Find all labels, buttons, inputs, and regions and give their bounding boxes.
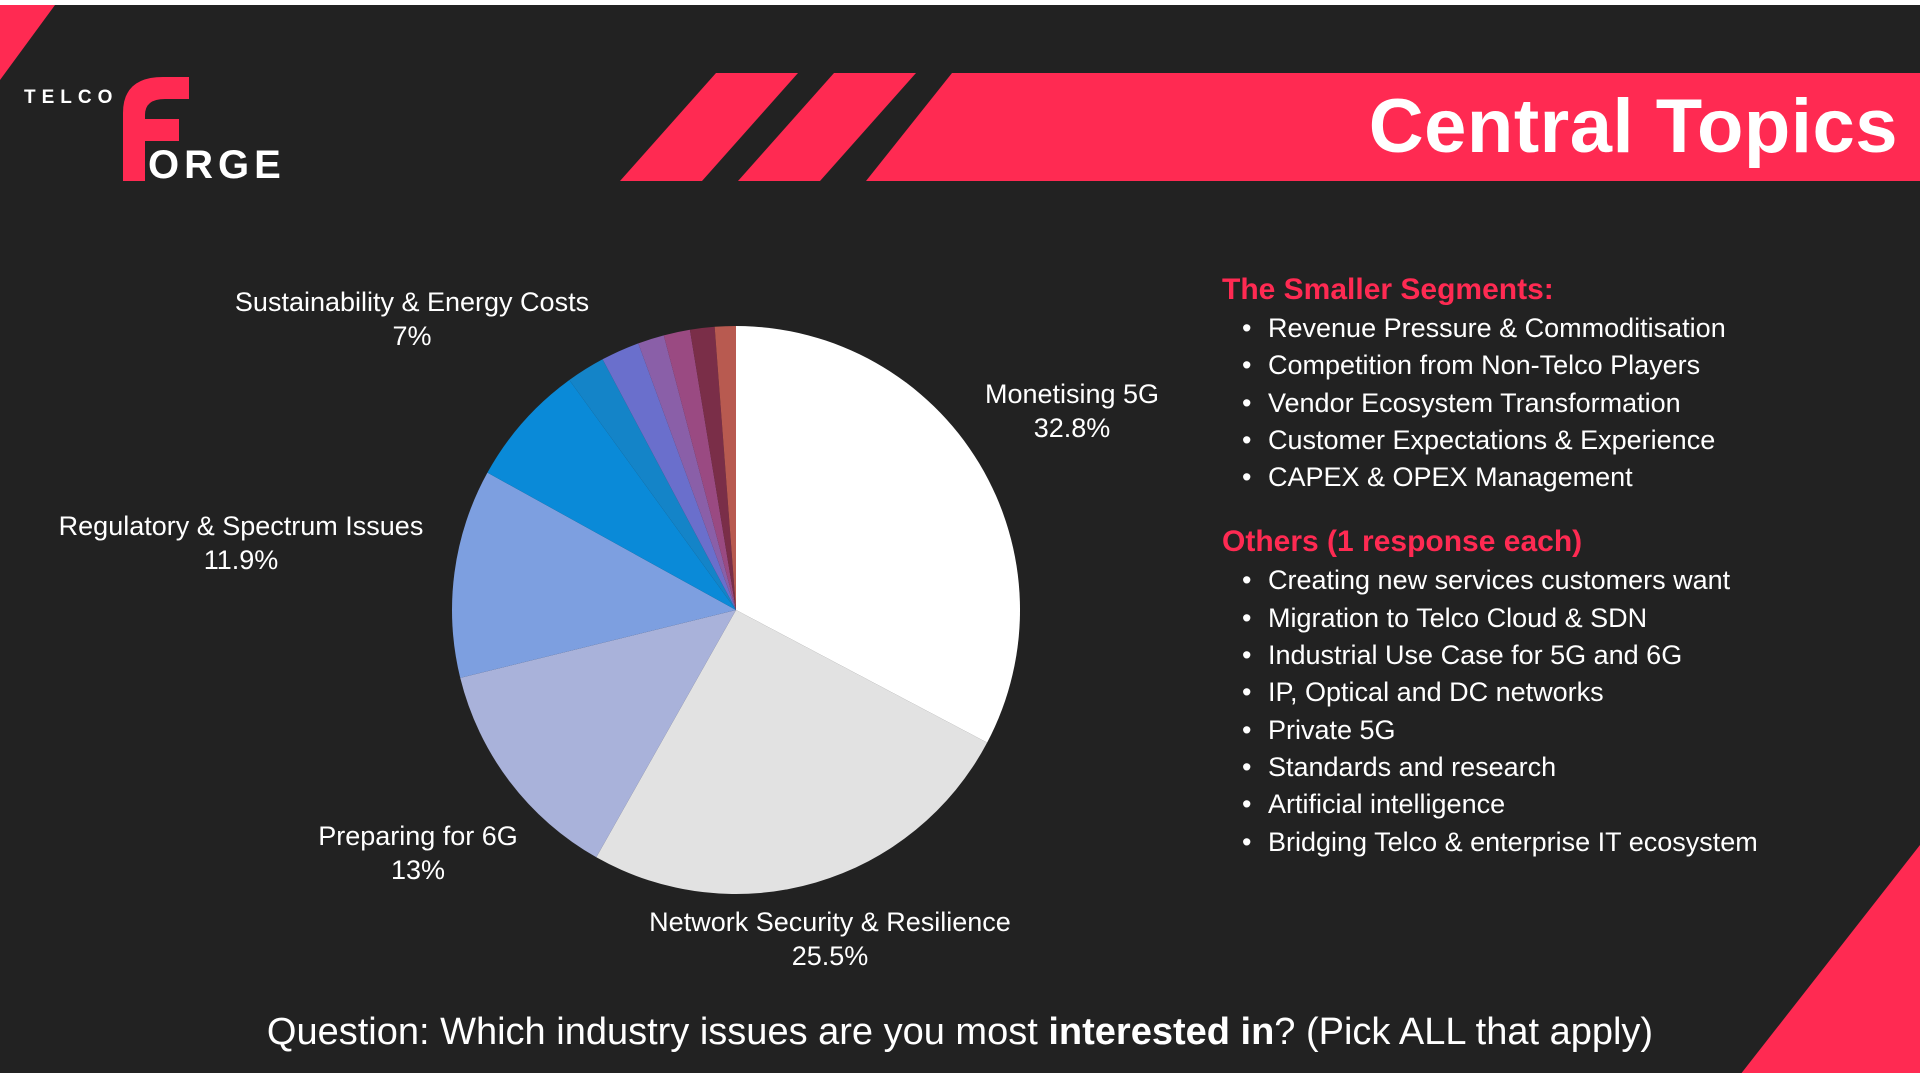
survey-question: Question: Which industry issues are you … bbox=[0, 1011, 1920, 1054]
question-prefix: Question: Which industry issues are you … bbox=[266, 1011, 1049, 1053]
logo-word-telco: TELCO bbox=[24, 87, 119, 108]
label-preparing-6g: Preparing for 6G 13% bbox=[318, 819, 518, 887]
pie-slice-7 bbox=[638, 335, 736, 610]
pie-slice-8 bbox=[663, 329, 736, 610]
banner-stripe-2 bbox=[738, 73, 916, 181]
list-item: Industrial Use Case for 5G and 6G bbox=[1222, 637, 1902, 675]
list-item: IP, Optical and DC networks bbox=[1222, 674, 1902, 712]
segments-panel: The Smaller Segments: Revenue Pressure &… bbox=[1222, 270, 1902, 887]
label-percent: 11.9% bbox=[203, 545, 279, 575]
smaller-segments-list: Revenue Pressure & Commoditisation Compe… bbox=[1222, 310, 1902, 497]
list-item: Customer Expectations & Experience bbox=[1222, 422, 1902, 460]
list-item: Vendor Ecosystem Transformation bbox=[1222, 385, 1902, 423]
label-monetising-5g: Monetising 5G 32.8% bbox=[985, 377, 1159, 445]
pie-slice-1 bbox=[596, 610, 988, 895]
banner-stripe-1 bbox=[620, 73, 798, 181]
pie-slice-4 bbox=[487, 380, 736, 610]
question-suffix: ? (Pick ALL that apply) bbox=[1274, 1011, 1654, 1053]
label-percent: 13% bbox=[390, 855, 446, 885]
pie-slice-2 bbox=[460, 610, 736, 858]
others-list: Creating new services customers want Mig… bbox=[1222, 562, 1902, 862]
smaller-segments-heading: The Smaller Segments: bbox=[1222, 273, 1554, 306]
label-percent: 7% bbox=[392, 321, 432, 351]
pie-slice-10 bbox=[714, 326, 736, 610]
pie-slice-5 bbox=[569, 359, 736, 610]
list-item: Standards and research bbox=[1222, 749, 1902, 787]
pie-slice-9 bbox=[689, 326, 736, 610]
pie-slice-0 bbox=[736, 326, 1021, 743]
logo-f-mark: F bbox=[123, 77, 189, 181]
list-item: Artificial intelligence bbox=[1222, 786, 1902, 824]
list-item: Private 5G bbox=[1222, 712, 1902, 750]
list-item: Revenue Pressure & Commoditisation bbox=[1222, 310, 1902, 348]
label-percent: 25.5% bbox=[791, 941, 869, 971]
pie-chart bbox=[452, 326, 1021, 895]
others-heading: Others (1 response each) bbox=[1222, 525, 1583, 559]
label-regulatory-spectrum: Regulatory & Spectrum Issues 11.9% bbox=[59, 509, 424, 577]
list-item: Creating new services customers want bbox=[1222, 562, 1902, 600]
label-name: Regulatory & Spectrum Issues bbox=[58, 511, 424, 541]
question-emphasis: interested in bbox=[1048, 1011, 1275, 1053]
label-name: Preparing for 6G bbox=[318, 821, 518, 851]
label-name: Network Security & Resilience bbox=[649, 907, 1011, 937]
list-item: Bridging Telco & enterprise IT ecosystem bbox=[1222, 824, 1902, 862]
pie-slice-6 bbox=[602, 343, 736, 610]
label-sustainability-energy: Sustainability & Energy Costs 7% bbox=[235, 285, 589, 353]
label-name: Monetising 5G bbox=[984, 379, 1160, 409]
logo-word-orge: ORGE bbox=[148, 143, 286, 187]
label-name: Sustainability & Energy Costs bbox=[234, 287, 590, 317]
banner-stripe-3 bbox=[866, 73, 1920, 181]
pie-slice-3 bbox=[452, 472, 736, 678]
list-item: Competition from Non-Telco Players bbox=[1222, 347, 1902, 385]
page-title: Central Topics bbox=[1368, 84, 1898, 169]
header-banner bbox=[620, 73, 1920, 181]
label-network-security: Network Security & Resilience 25.5% bbox=[649, 905, 1011, 973]
list-item: CAPEX & OPEX Management bbox=[1222, 459, 1902, 497]
corner-stripe-top-left bbox=[0, 5, 55, 80]
list-item: Migration to Telco Cloud & SDN bbox=[1222, 600, 1902, 638]
telco-forge-logo: TELCO F ORGE bbox=[24, 67, 304, 187]
slide: Central Topics TELCO F ORGE Monetising 5… bbox=[0, 5, 1920, 1073]
corner-stripe-bottom-right bbox=[1741, 845, 1920, 1073]
label-percent: 32.8% bbox=[1033, 413, 1111, 443]
